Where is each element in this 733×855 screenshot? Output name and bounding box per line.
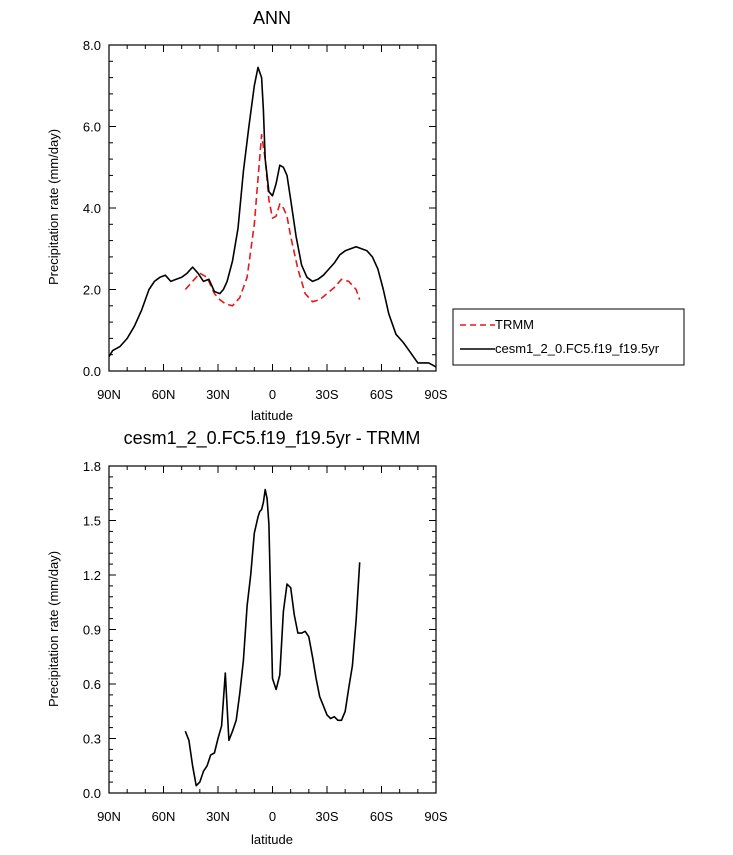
y-tick-label: 0.6 <box>83 677 101 692</box>
x-tick-label: 60S <box>370 387 393 402</box>
y-axis-label: Precipitation rate (mm/day) <box>46 129 61 285</box>
x-tick-label: 30N <box>206 387 230 402</box>
plot-area: 90N 60N 30N 0 30S 60S 90S 0.0 2.0 4.0 6.0 8.0 <box>83 38 448 402</box>
y-tick-label: 1.2 <box>83 568 101 583</box>
y-tick-label: 2.0 <box>83 283 101 298</box>
chart-title: ANN <box>253 8 291 28</box>
x-tick-label: 60N <box>152 387 176 402</box>
x-tick-label: 30S <box>315 809 338 824</box>
y-tick-label: 0.0 <box>83 364 101 379</box>
x-tick-label: 90N <box>97 809 121 824</box>
legend-entry-trmm: TRMM <box>495 317 534 332</box>
x-tick-label: 90N <box>97 387 121 402</box>
y-tick-label: 4.0 <box>83 201 101 216</box>
y-axis-label: Precipitation rate (mm/day) <box>46 551 61 707</box>
y-tick-label: 8.0 <box>83 38 101 53</box>
x-tick-label: 30S <box>315 387 338 402</box>
x-tick-label: 30N <box>206 809 230 824</box>
panel-difference: cesm1_2_0.FC5.f19_f19.5yr - TRMM 90N 60N 3… <box>46 428 448 847</box>
plot-frame <box>108 465 437 794</box>
x-tick-label: 0 <box>269 387 276 402</box>
y-tick-label: 0.9 <box>83 623 101 638</box>
panel-annual-precip: ANN 90N 60N 30N 0 30S 60S 90S 0.0 2.0 4.0 6.0 8.0 l… <box>46 8 685 423</box>
legend: TRMM cesm1_2_0.FC5.f19_f19.5yr <box>452 308 685 366</box>
x-tick-label: 90S <box>424 387 447 402</box>
x-axis-label: latitude <box>251 408 293 423</box>
legend-entry-cesm: cesm1_2_0.FC5.f19_f19.5yr <box>495 341 660 356</box>
series-line-trmm <box>184 133 361 307</box>
y-tick-label: 1.5 <box>83 514 101 529</box>
plot-area: 90N 60N 30N 0 30S 60S 90S 0.0 0.3 0.6 0.9 1.2 1.5 1.8 <box>83 459 448 824</box>
x-tick-label: 60N <box>152 809 176 824</box>
y-tick-label: 0.0 <box>83 786 101 801</box>
series-line-cesm1-2-0-fc5-f19-f19-5yr-trmm <box>184 488 361 787</box>
plot-frame <box>108 44 437 372</box>
y-tick-label: 0.3 <box>83 732 101 747</box>
legend-box <box>452 308 685 366</box>
x-tick-label: 60S <box>370 809 393 824</box>
chart-title: cesm1_2_0.FC5.f19_f19.5yr - TRMM <box>124 428 421 449</box>
y-tick-label: 6.0 <box>83 120 101 135</box>
series-line-cesm1-2-0-fc5-f19-f19-5yr <box>108 66 437 368</box>
x-axis-label: latitude <box>251 832 293 847</box>
y-tick-label: 1.8 <box>83 459 101 474</box>
x-tick-label: 90S <box>424 809 447 824</box>
x-tick-label: 0 <box>269 809 276 824</box>
